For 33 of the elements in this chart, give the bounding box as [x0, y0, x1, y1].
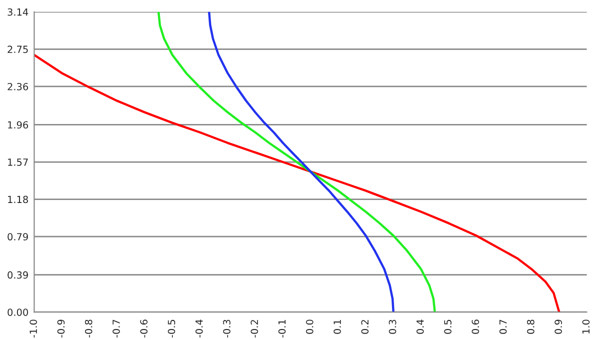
- x-tick-label: -0.9: [57, 320, 65, 338]
- x-tick-label: -1.0: [30, 320, 38, 338]
- y-tick-label: 2.75: [8, 46, 28, 54]
- line-series: [208, 12, 394, 312]
- x-tick-label: 1.0: [582, 320, 590, 334]
- x-tick-label: -0.1: [278, 320, 286, 338]
- x-tick-label: -0.5: [168, 320, 176, 338]
- y-tick-label: 1.57: [8, 158, 28, 166]
- x-tick-label: -0.3: [223, 320, 230, 338]
- x-tick-label: -0.4: [195, 320, 203, 338]
- x-tick-label: 0.2: [361, 320, 369, 334]
- x-tick-label: -0.6: [140, 320, 148, 338]
- x-tick-label: -0.2: [250, 320, 258, 338]
- line-series: [157, 12, 436, 312]
- x-tick-label: 0.1: [334, 320, 341, 334]
- y-tick-label: 1.18: [8, 196, 28, 204]
- y-tick-label: 2.36: [8, 82, 28, 90]
- x-tick-label: 0.3: [388, 320, 396, 334]
- y-tick-label: 3.14: [8, 8, 28, 16]
- y-tick-label: 1.96: [8, 121, 28, 129]
- y-tick-label: 0.79: [8, 233, 28, 240]
- x-tick-label: -0.7: [112, 320, 120, 338]
- x-tick-label: 0.7: [499, 320, 507, 334]
- x-tick-label: 0.9: [554, 320, 562, 334]
- x-tick-label: -0.8: [84, 320, 92, 338]
- x-tick-label: 0.0: [306, 320, 314, 334]
- x-tick-label: 0.8: [527, 320, 534, 334]
- x-tick-label: 0.6: [472, 320, 480, 334]
- line-series: [34, 54, 560, 312]
- y-tick-label: 0.39: [8, 271, 28, 279]
- x-tick-label: 0.5: [444, 320, 452, 334]
- x-tick-label: 0.4: [416, 320, 424, 334]
- y-tick-label: 0.00: [8, 308, 28, 316]
